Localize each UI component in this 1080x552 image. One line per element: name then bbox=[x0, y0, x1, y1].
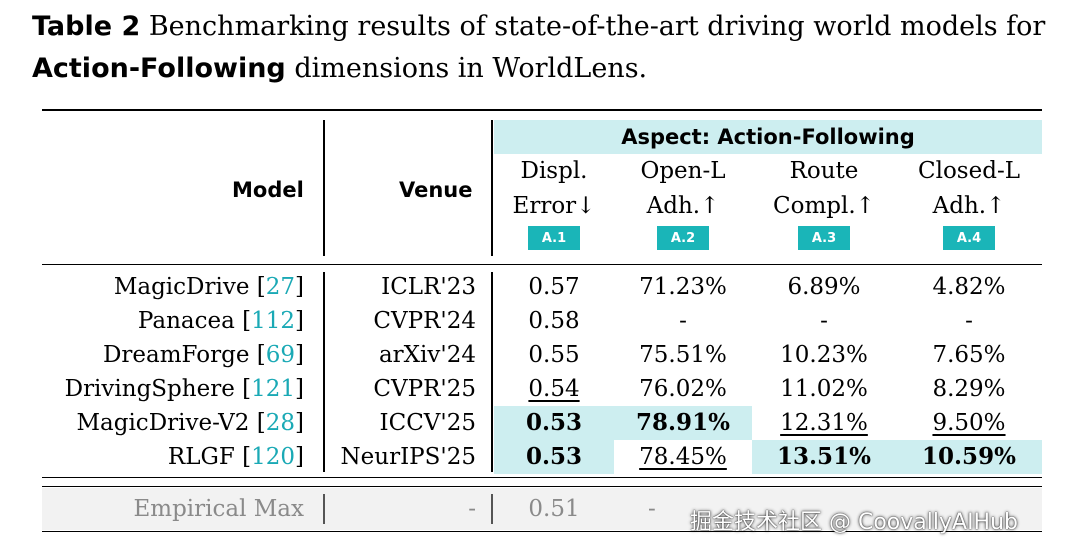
closed-loop-adh-cell: 10.59% bbox=[896, 440, 1042, 474]
model-cell: MagicDrive [27] bbox=[113, 274, 304, 300]
column-header-a3-line1: Route bbox=[789, 158, 859, 184]
open-loop-adh-cell: 76.02% bbox=[639, 376, 727, 402]
divider-model-venue-empirical bbox=[323, 494, 325, 524]
closed-loop-adh-cell: 7.65% bbox=[932, 342, 1006, 368]
route-compl-cell: 10.23% bbox=[780, 342, 868, 368]
displ-error-cell: 0.55 bbox=[528, 342, 580, 368]
model-name: DrivingSphere bbox=[64, 376, 235, 402]
open-loop-adh-cell: - bbox=[648, 496, 656, 522]
second-best-value: 12.31% bbox=[780, 410, 868, 436]
open-loop-adh-cell: - bbox=[679, 308, 687, 334]
second-best-value: 0.54 bbox=[528, 376, 580, 402]
model-name: DreamForge bbox=[102, 342, 250, 368]
table-row: Panacea [112] CVPR'24 0.58 - - - bbox=[0, 304, 1080, 338]
badge-a2: A.2 bbox=[657, 226, 709, 250]
caption-text-after: dimensions in WorldLens. bbox=[285, 53, 648, 84]
badge-a4: A.4 bbox=[943, 226, 995, 250]
model-cell: DrivingSphere [121] bbox=[64, 376, 304, 402]
column-header-a2-line1: Open-L bbox=[640, 158, 726, 184]
displ-error-cell: 0.54 bbox=[494, 372, 614, 406]
citation-link[interactable]: 121 bbox=[251, 376, 296, 402]
table-row: MagicDrive [27] ICLR'23 0.57 71.23% 6.89… bbox=[0, 270, 1080, 304]
model-name: Panacea bbox=[137, 308, 235, 334]
column-header-a4-line2: Adh.↑ bbox=[932, 193, 1006, 219]
divider-venue-metrics-empirical bbox=[491, 494, 493, 524]
displ-error-cell: 0.53 bbox=[494, 440, 614, 474]
venue-column-header: Venue bbox=[399, 178, 473, 202]
venue-cell: ICCV'25 bbox=[379, 410, 476, 436]
column-header-a1-line1: Displ. bbox=[520, 158, 588, 184]
citation-link[interactable]: 27 bbox=[265, 274, 296, 300]
citation-link[interactable]: 69 bbox=[265, 342, 296, 368]
caption-text-before: Benchmarking results of state-of-the-art… bbox=[148, 11, 1046, 42]
badge-a1: A.1 bbox=[528, 226, 580, 250]
route-compl-cell: - bbox=[820, 308, 828, 334]
watermark: 掘金技术社区 @ CoovallyAIHub bbox=[690, 510, 1019, 535]
open-loop-adh-cell: 71.23% bbox=[639, 274, 727, 300]
model-cell: RLGF [120] bbox=[167, 444, 304, 470]
displ-error-cell: 0.51 bbox=[528, 496, 580, 522]
table-row: MagicDrive-V2 [28] ICCV'25 0.53 78.91% 1… bbox=[0, 406, 1080, 440]
second-best-value: 78.45% bbox=[639, 444, 727, 470]
top-rule bbox=[42, 109, 1042, 111]
displ-error-cell: 0.53 bbox=[494, 406, 614, 440]
citation-link[interactable]: 28 bbox=[265, 410, 296, 436]
model-name: MagicDrive-V2 bbox=[76, 410, 250, 436]
route-compl-cell: 6.89% bbox=[787, 274, 861, 300]
model-cell: Panacea [112] bbox=[137, 308, 304, 334]
table-caption: Table 2 Benchmarking results of state-of… bbox=[32, 6, 1062, 90]
venue-cell: - bbox=[468, 496, 476, 522]
bottom-rule bbox=[42, 477, 1042, 478]
venue-cell: ICLR'23 bbox=[381, 274, 476, 300]
header-rule bbox=[42, 264, 1042, 265]
column-header-a1: Displ. Error↓ bbox=[494, 154, 614, 224]
divider-model-venue bbox=[323, 120, 325, 256]
column-header-a4-line1: Closed-L bbox=[918, 158, 1020, 184]
divider-venue-metrics bbox=[491, 120, 493, 256]
displ-error-cell: 0.58 bbox=[528, 308, 580, 334]
model-cell: Empirical Max bbox=[133, 496, 304, 522]
column-header-a2: Open-L Adh.↑ bbox=[614, 154, 752, 224]
route-compl-cell: 11.02% bbox=[780, 376, 868, 402]
closed-loop-adh-cell: - bbox=[965, 308, 973, 334]
column-header-a4: Closed-L Adh.↑ bbox=[896, 154, 1042, 224]
empirical-max-row: Empirical Max - 0.51 - bbox=[42, 488, 1042, 530]
second-best-value: 9.50% bbox=[932, 410, 1006, 436]
venue-cell: arXiv'24 bbox=[378, 342, 476, 368]
route-compl-cell: 12.31% bbox=[752, 406, 896, 440]
citation-link[interactable]: 120 bbox=[251, 444, 296, 470]
badge-a3: A.3 bbox=[798, 226, 850, 250]
empirical-top-rule bbox=[42, 486, 1042, 487]
closed-loop-adh-cell: 4.82% bbox=[932, 274, 1006, 300]
empirical-bottom-rule bbox=[42, 531, 1042, 532]
displ-error-cell: 0.57 bbox=[528, 274, 580, 300]
divider-model-venue-body bbox=[323, 272, 325, 472]
table-row: DrivingSphere [121] CVPR'25 0.54 76.02% … bbox=[0, 372, 1080, 406]
route-compl-cell: 13.51% bbox=[752, 440, 896, 474]
column-header-a1-line2: Error↓ bbox=[512, 193, 596, 219]
citation-link[interactable]: 112 bbox=[251, 308, 296, 334]
closed-loop-adh-cell: 9.50% bbox=[896, 406, 1042, 440]
venue-cell: NeurIPS'25 bbox=[340, 444, 476, 470]
table-row: DreamForge [69] arXiv'24 0.55 75.51% 10.… bbox=[0, 338, 1080, 372]
column-header-a2-line2: Adh.↑ bbox=[646, 193, 720, 219]
divider-venue-metrics-body bbox=[491, 272, 493, 472]
venue-cell: CVPR'24 bbox=[373, 308, 476, 334]
caption-bold-phrase: Action-Following bbox=[32, 53, 286, 84]
model-cell: DreamForge [69] bbox=[102, 342, 304, 368]
closed-loop-adh-cell: 8.29% bbox=[932, 376, 1006, 402]
table-row: RLGF [120] NeurIPS'25 0.53 78.45% 13.51%… bbox=[0, 440, 1080, 474]
model-name: RLGF bbox=[167, 444, 235, 470]
open-loop-adh-cell: 78.91% bbox=[614, 406, 752, 440]
column-header-a3-line2: Compl.↑ bbox=[773, 193, 875, 219]
aspect-header: Aspect: Action-Following bbox=[494, 120, 1042, 154]
model-name: MagicDrive bbox=[113, 274, 250, 300]
caption-tag: Table 2 bbox=[32, 11, 141, 42]
column-header-a3: Route Compl.↑ bbox=[752, 154, 896, 224]
model-cell: MagicDrive-V2 [28] bbox=[76, 410, 304, 436]
open-loop-adh-cell: 78.45% bbox=[614, 440, 752, 474]
venue-cell: CVPR'25 bbox=[373, 376, 476, 402]
open-loop-adh-cell: 75.51% bbox=[639, 342, 727, 368]
model-column-header: Model bbox=[232, 178, 304, 202]
